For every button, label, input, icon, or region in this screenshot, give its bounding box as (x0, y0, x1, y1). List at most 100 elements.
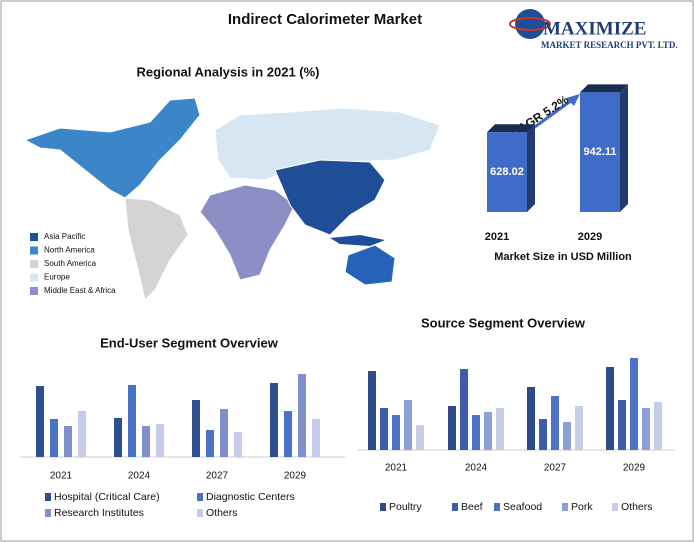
bar-side (527, 124, 535, 212)
logo-ring (509, 17, 551, 31)
legend-swatch (30, 246, 38, 255)
bar (298, 374, 306, 457)
value-label: 942.11 (583, 146, 616, 158)
legend-swatch (30, 233, 38, 241)
bar (312, 419, 320, 457)
bar-top (487, 124, 535, 133)
bar (284, 411, 292, 457)
logo-name: MAXIMIZE (543, 18, 646, 39)
bar (36, 386, 44, 457)
bar (630, 358, 638, 450)
map-title: Regional Analysis in 2021 (%) (136, 64, 319, 79)
bar (527, 387, 535, 450)
x-tick-label: 2029 (623, 463, 646, 474)
bar (654, 402, 662, 450)
legend-label: Poultry (389, 501, 422, 513)
bar (270, 383, 278, 457)
bar (220, 409, 228, 457)
legend-swatch (494, 503, 500, 511)
legend-swatch (45, 493, 51, 501)
bar (156, 424, 164, 457)
bar (551, 396, 559, 450)
bar (487, 132, 527, 212)
x-tick-label: 2024 (128, 471, 151, 482)
legend-swatch (45, 509, 51, 517)
legend-swatch (562, 503, 568, 511)
bar (206, 430, 214, 457)
value-label: 628.02 (490, 166, 524, 178)
region-asia (274, 159, 386, 236)
region-australia (344, 244, 396, 286)
bar (484, 412, 492, 450)
bar (192, 400, 200, 457)
bar (618, 400, 626, 450)
legend-label: Others (206, 507, 238, 519)
x-tick-label: 2027 (206, 471, 229, 482)
cagr-arrowhead (566, 94, 580, 106)
bar (368, 371, 376, 450)
legend-swatch (452, 503, 458, 511)
enduser-title: End-User Segment Overview (100, 335, 279, 350)
legend-swatch (197, 493, 203, 501)
bar (128, 385, 136, 457)
legend-label: South America (44, 259, 97, 268)
bar-side (620, 84, 628, 212)
legend-swatch (612, 503, 618, 511)
page-title: Indirect Calorimeter Market (228, 11, 422, 28)
legend-swatch (380, 503, 386, 511)
logo-subtitle: MARKET RESEARCH PVT. LTD. (541, 40, 678, 50)
bar (539, 419, 547, 450)
bar (448, 406, 456, 450)
bar (50, 419, 58, 457)
bar (416, 425, 424, 450)
legend-label: North America (44, 246, 95, 255)
legend-label: Asia Pacific (44, 232, 85, 241)
bar (78, 411, 86, 457)
market-size-title: Market Size in USD Million (494, 251, 632, 263)
legend-swatch (30, 260, 38, 268)
bar (563, 422, 571, 450)
bar (460, 369, 468, 450)
legend-label: Beef (461, 501, 483, 513)
logo-globe (515, 9, 545, 39)
bar (404, 400, 412, 450)
bar (142, 426, 150, 457)
bar (64, 426, 72, 457)
bar (392, 415, 400, 450)
legend-swatch (30, 287, 38, 295)
legend-label: Research Institutes (54, 507, 144, 519)
x-tick-label: 2021 (385, 463, 408, 474)
bar (606, 367, 614, 450)
x-tick-label: 2021 (485, 231, 509, 243)
bar (575, 406, 583, 450)
legend-label: Middle East & Africa (44, 286, 116, 295)
legend-label: Seafood (503, 501, 542, 513)
legend-swatch (30, 273, 38, 282)
region-islands (330, 235, 385, 246)
x-tick-label: 2027 (544, 463, 567, 474)
bar (114, 418, 122, 457)
bar (642, 408, 650, 450)
region-mea (199, 184, 296, 281)
bar (380, 408, 388, 450)
bar (472, 415, 480, 450)
bar (496, 408, 504, 450)
legend-label: Pork (571, 501, 593, 513)
legend-label: Diagnostic Centers (206, 491, 295, 503)
x-tick-label: 2021 (50, 471, 73, 482)
region-north-america (23, 97, 201, 199)
x-tick-label: 2024 (465, 463, 488, 474)
legend-label: Hospital (Critical Care) (54, 491, 160, 503)
bar-top (580, 84, 628, 93)
source-title: Source Segment Overview (421, 315, 586, 330)
x-tick-label: 2029 (284, 471, 307, 482)
region-europe (214, 107, 441, 181)
legend-swatch (197, 509, 203, 517)
x-tick-label: 2029 (578, 231, 602, 243)
map-legend: Asia Pacific North America South America Eu… (30, 232, 116, 295)
region-south-america (124, 197, 189, 301)
bar (234, 432, 242, 457)
world-map (23, 97, 441, 301)
legend-label: Europe (44, 273, 70, 282)
